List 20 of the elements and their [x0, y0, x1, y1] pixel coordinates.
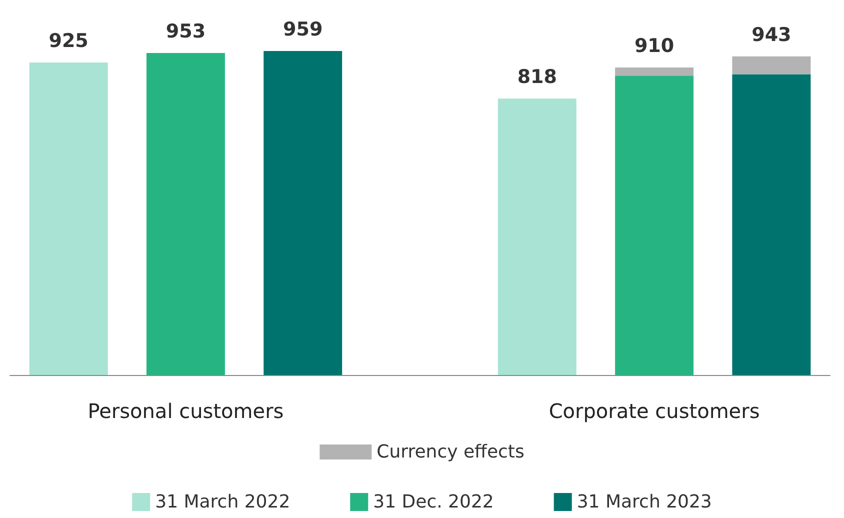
bar — [29, 62, 108, 375]
bar — [732, 56, 811, 74]
data-label: 959 — [283, 18, 323, 40]
total-label: 910 — [634, 35, 674, 58]
bar — [146, 53, 225, 375]
bar — [615, 68, 694, 76]
x-tick-label: Personal customers — [88, 399, 284, 423]
bar — [732, 74, 811, 375]
data-label: 925 — [48, 30, 88, 52]
bar — [264, 51, 342, 375]
bar — [498, 98, 576, 375]
bar — [615, 76, 694, 375]
data-label: 953 — [166, 20, 206, 43]
legend-label: 31 March 2023 — [576, 492, 712, 512]
data-label: 818 — [517, 66, 557, 88]
legend-label: Currency effects — [376, 442, 524, 462]
legend-label: 31 Dec. 2022 — [373, 492, 494, 512]
total-label: 943 — [752, 24, 792, 46]
legend-label: 31 March 2022 — [155, 492, 290, 512]
x-tick-label: Corporate customers — [548, 399, 760, 423]
